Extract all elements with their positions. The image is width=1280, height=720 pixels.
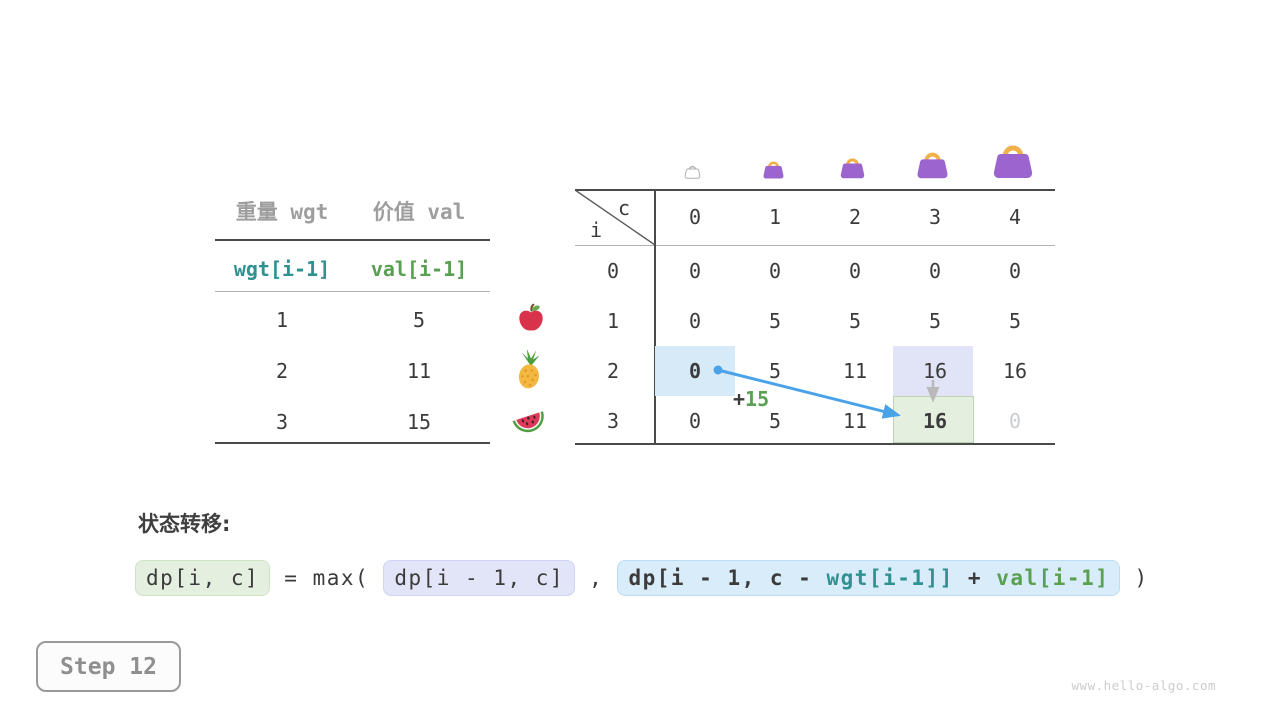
bag-icon-capacity-2	[840, 158, 865, 179]
transition-formula: dp[i, c] = max( dp[i - 1, c] , dp[i - 1,…	[135, 560, 1149, 596]
dp-table-rule-bottom	[575, 443, 1055, 445]
dp-cell-0-2: 0	[848, 259, 862, 283]
formula-arg2-plus: +	[953, 566, 997, 590]
dp-row-header-3: 3	[606, 409, 620, 433]
formula-comma: ,	[575, 566, 618, 590]
dp-table-rule-header	[575, 245, 1055, 246]
corner-label-i: i	[590, 218, 603, 242]
dp-cell-1-3: 5	[928, 309, 942, 333]
dp-col-header-2: 2	[848, 205, 862, 229]
items-table-rule-mid	[215, 291, 490, 292]
items-table-rule-bottom	[215, 442, 490, 444]
formula-lhs-chip: dp[i, c]	[135, 560, 271, 596]
corner-label-c: c	[618, 196, 631, 220]
dp-cell-2-3: 16	[922, 359, 948, 383]
bag-icon-capacity-4	[993, 145, 1033, 178]
dp-cell-2-2: 11	[842, 359, 868, 383]
item-val-1: 5	[412, 308, 426, 332]
dp-cell-1-2: 5	[848, 309, 862, 333]
bag-icon-capacity-1	[763, 161, 784, 179]
formula-arg2-prefix: dp[i - 1, c -	[628, 566, 827, 590]
annotation-plus-sign: +	[733, 387, 746, 411]
dp-cell-1-4: 5	[1008, 309, 1022, 333]
dp-cell-0-1: 0	[768, 259, 782, 283]
dp-row-header-2: 2	[606, 359, 620, 383]
highlight-current-cell	[893, 396, 974, 443]
step-badge: Step 12	[36, 641, 181, 692]
formula-close: )	[1120, 566, 1149, 590]
items-table-rule-top	[215, 239, 490, 241]
dp-cell-3-0: 0	[688, 409, 702, 433]
dp-col-header-1: 1	[768, 205, 782, 229]
dp-col-header-4: 4	[1008, 205, 1022, 229]
dp-cell-3-3: 16	[922, 409, 948, 433]
watermelon-icon	[512, 411, 544, 433]
dp-cell-0-3: 0	[928, 259, 942, 283]
dp-table-rule-top	[575, 189, 1055, 191]
formula-op: = max(	[270, 566, 384, 590]
corner-diagonal-line	[575, 190, 655, 245]
pineapple-icon	[518, 349, 540, 389]
dp-cell-2-4: 16	[1002, 359, 1028, 383]
transition-annotation: +15	[733, 387, 769, 411]
dp-cell-3-4: 0	[1008, 409, 1022, 433]
item-val-3: 15	[406, 410, 432, 434]
items-expr-val: val[i-1]	[370, 257, 468, 281]
dp-cell-1-1: 5	[768, 309, 782, 333]
formula-arg2-wgt: wgt[i-1]]	[826, 566, 954, 590]
annotation-value: 15	[745, 387, 770, 411]
dp-cell-3-2: 11	[842, 409, 868, 433]
dp-cell-2-0: 0	[688, 359, 702, 383]
transition-label: 状态转移:	[138, 512, 231, 536]
dp-col-header-3: 3	[928, 205, 942, 229]
dp-cell-1-0: 0	[688, 309, 702, 333]
dp-row-header-0: 0	[606, 259, 620, 283]
item-val-2: 11	[406, 359, 432, 383]
formula-arg2-chip: dp[i - 1, c - wgt[i-1]] + val[i-1]	[617, 560, 1121, 596]
formula-arg2-val: val[i-1]	[996, 566, 1110, 590]
watermark: www.hello-algo.com	[1071, 678, 1216, 693]
item-wgt-2: 2	[275, 359, 289, 383]
items-expr-wgt: wgt[i-1]	[233, 257, 331, 281]
formula-arg1-chip: dp[i - 1, c]	[383, 560, 576, 596]
items-col-header-wgt: 重量 wgt	[235, 200, 329, 224]
item-wgt-3: 3	[275, 410, 289, 434]
dp-row-header-1: 1	[606, 309, 620, 333]
dp-cell-0-4: 0	[1008, 259, 1022, 283]
bag-icon-capacity-3	[917, 152, 948, 179]
item-wgt-1: 1	[275, 308, 289, 332]
items-col-header-val: 价值 val	[372, 200, 466, 224]
dp-cell-0-0: 0	[688, 259, 702, 283]
dp-table-rule-vertical	[654, 189, 656, 445]
dp-col-header-0: 0	[688, 205, 702, 229]
apple-icon	[519, 303, 543, 331]
bag-icon-capacity-0	[684, 165, 701, 179]
